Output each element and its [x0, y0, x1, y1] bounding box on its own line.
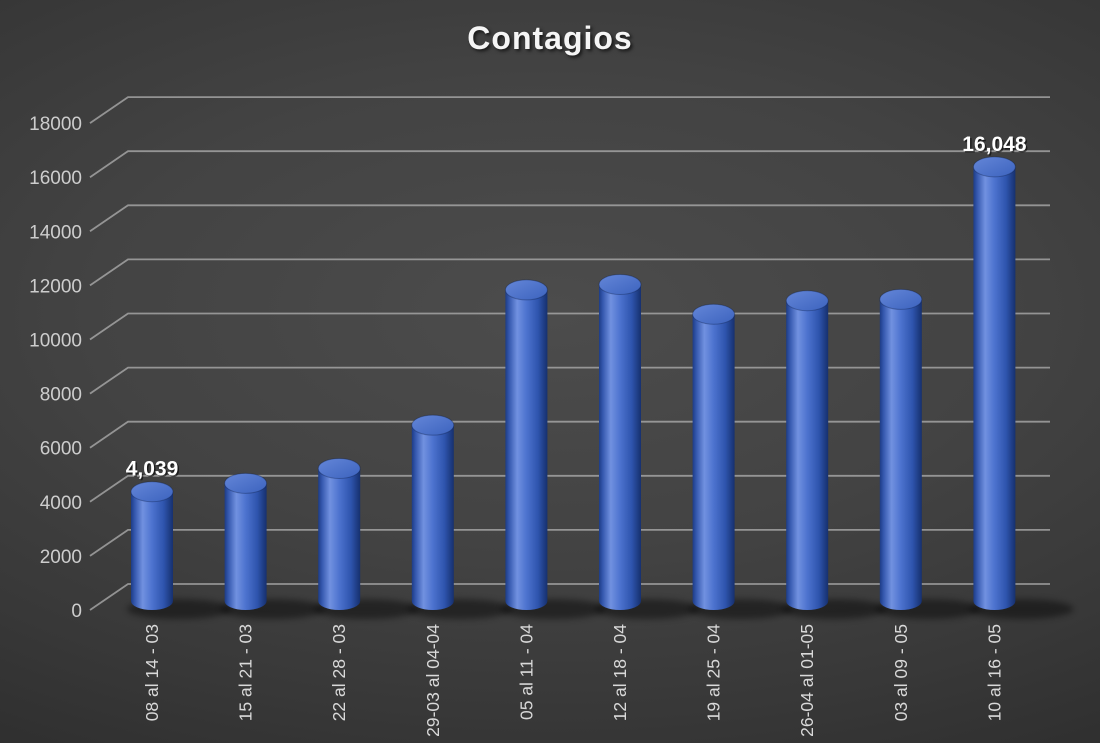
y-axis-tick-label: 10000 [29, 331, 82, 352]
gridline [89, 150, 1050, 178]
x-axis-category-label: 15 al 21 - 03 [236, 624, 256, 721]
bar-top-face [317, 457, 361, 479]
y-axis-tick-label: 12000 [29, 276, 82, 297]
bar-top-face [879, 288, 923, 310]
chart-title: Contagios [467, 20, 633, 56]
y-axis-tick-label: 2000 [40, 547, 82, 568]
bar-top-face [130, 481, 174, 503]
bar-body [973, 166, 1016, 610]
y-axis-tick-label: 0 [71, 601, 82, 622]
x-axis-category-label: 19 al 25 - 04 [704, 624, 724, 722]
y-axis-tick-label: 18000 [29, 114, 82, 135]
x-axis-category-label: 05 al 11 - 04 [516, 624, 536, 720]
bar-cylinder [504, 279, 548, 610]
y-axis-tick-label: 6000 [40, 439, 82, 460]
bar-cylinder [879, 288, 923, 610]
y-axis-tick-label: 16000 [29, 168, 82, 189]
bar-top-face [598, 274, 642, 296]
x-axis-category-label: 10 al 16 - 05 [984, 624, 1004, 721]
gridline [89, 312, 1050, 341]
gridline [89, 204, 1050, 233]
y-axis-tick-label: 14000 [29, 222, 82, 243]
bar-series [130, 156, 1016, 610]
bar-top-face [692, 303, 736, 325]
bar-body [411, 425, 454, 610]
gridline [89, 529, 1050, 557]
x-axis-labels: 08 al 14 - 03 15 al 21 - 03 22 al 28 - 03 2… [142, 624, 1004, 737]
data-label-shadow: 4,039 [127, 459, 180, 482]
gridlines: 0 2000 4000 6000 8000 10000 12000 14000 16000 180… [29, 96, 1050, 622]
data-label-shadow: 16,048 [964, 134, 1029, 157]
bar-top-face [785, 290, 829, 312]
x-axis-category-label: 29-03 al 04-04 [423, 624, 443, 737]
bar-body [318, 468, 361, 610]
bar-cylinder [785, 290, 829, 610]
gridline [89, 258, 1050, 287]
bar-cylinder [598, 274, 642, 610]
x-axis-category-label: 26-04 al 01-05 [797, 624, 817, 737]
bar-body [599, 284, 641, 610]
bar-cylinder [224, 472, 268, 610]
bar-top-face [224, 472, 268, 494]
bar-cylinder [317, 457, 361, 610]
bar-body [505, 289, 548, 610]
bar-body [786, 300, 829, 610]
gridline [89, 96, 1050, 124]
x-axis-category-label: 12 al 18 - 04 [610, 624, 630, 722]
gridline [89, 366, 1050, 395]
x-axis-category-label: 08 al 14 - 03 [142, 624, 162, 721]
y-axis-tick-label: 4000 [40, 493, 82, 514]
bar-body [692, 314, 735, 610]
bar-cylinder [130, 481, 174, 610]
gridline [89, 583, 1050, 611]
bar-body [224, 483, 267, 610]
bar-body [131, 491, 173, 610]
gridline [89, 420, 1050, 449]
data-label: 16,048 [962, 133, 1027, 156]
y-axis-tick-label: 8000 [40, 385, 82, 406]
bar-body [879, 299, 922, 610]
bar-top-face [411, 414, 455, 436]
data-label: 4,039 [126, 458, 179, 481]
bar-cylinder [692, 303, 736, 610]
bar-cylinder [411, 414, 455, 610]
x-axis-category-label: 03 al 09 - 05 [891, 624, 911, 721]
bar-top-face [504, 279, 548, 301]
bar-cylinder [972, 156, 1016, 610]
bar-top-face [972, 156, 1016, 178]
gridline [89, 474, 1050, 503]
x-axis-category-label: 22 al 28 - 03 [329, 624, 349, 721]
